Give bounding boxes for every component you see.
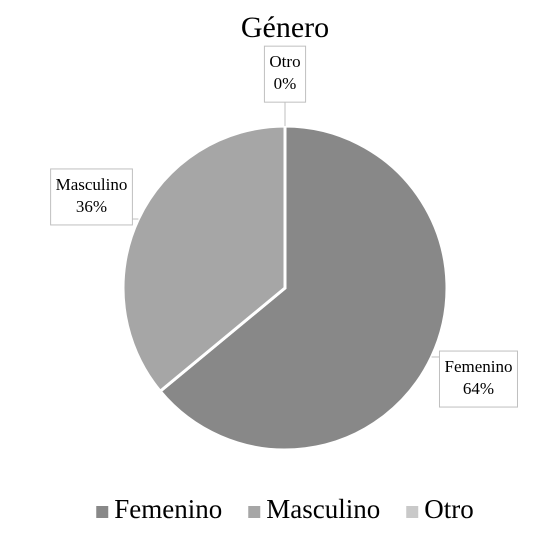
pie-slice <box>158 124 449 452</box>
data-label: Femenino 64% <box>431 350 518 408</box>
pie-slice <box>121 124 287 394</box>
label-box <box>438 350 518 408</box>
legend-label: Masculino <box>266 494 380 524</box>
legend-swatch <box>248 506 261 518</box>
legend-swatch <box>96 506 109 518</box>
label-name: Femenino <box>444 357 512 376</box>
legend-label: Femenino <box>114 494 222 524</box>
chart-title: Género <box>241 11 329 44</box>
legend-swatch <box>406 506 419 518</box>
label-name: Otro <box>269 52 300 71</box>
label-box <box>50 168 133 226</box>
legend: Femenino Masculino Otro <box>96 494 474 524</box>
data-label: Otro 0% <box>263 45 307 126</box>
label-value: 0% <box>274 74 297 93</box>
legend-label: Otro <box>424 494 474 524</box>
label-name: Masculino <box>56 175 128 194</box>
label-value: 64% <box>463 379 494 398</box>
label-value: 36% <box>76 197 107 216</box>
data-label: Masculino 36% <box>50 168 139 226</box>
